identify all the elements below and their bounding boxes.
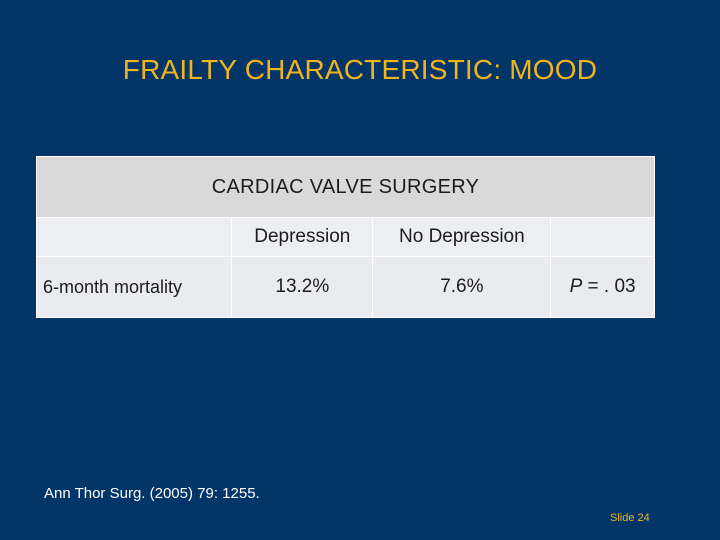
cell-no-depression: 7.6% <box>372 256 552 318</box>
column-header-no-depression: No Depression <box>372 217 552 257</box>
column-header-depression: Depression <box>231 217 374 257</box>
cell-p-value: P = . 03 <box>550 256 655 318</box>
citation: Ann Thor Surg. (2005) 79: 1255. <box>44 485 260 502</box>
p-value: = . 03 <box>582 276 636 297</box>
slide-title: FRAILTY CHARACTERISTIC: MOOD <box>122 54 598 85</box>
p-label: P <box>569 276 583 297</box>
column-header-row: Depression No Depression <box>35 217 655 257</box>
table-header: CARDIAC VALVE SURGERY <box>36 156 655 218</box>
column-header-p-value <box>550 217 655 257</box>
column-header-blank <box>35 217 233 257</box>
table-row: 6-month mortality 13.2% 7.6% P = . 03 <box>35 256 655 318</box>
cell-depression: 13.2% <box>231 256 374 318</box>
results-table: CARDIAC VALVE SURGERY Depression No Depr… <box>35 156 655 318</box>
table-header-row: CARDIAC VALVE SURGERY <box>36 156 655 218</box>
slide-number: Slide 24 <box>610 512 650 524</box>
row-label: 6-month mortality <box>35 256 233 318</box>
